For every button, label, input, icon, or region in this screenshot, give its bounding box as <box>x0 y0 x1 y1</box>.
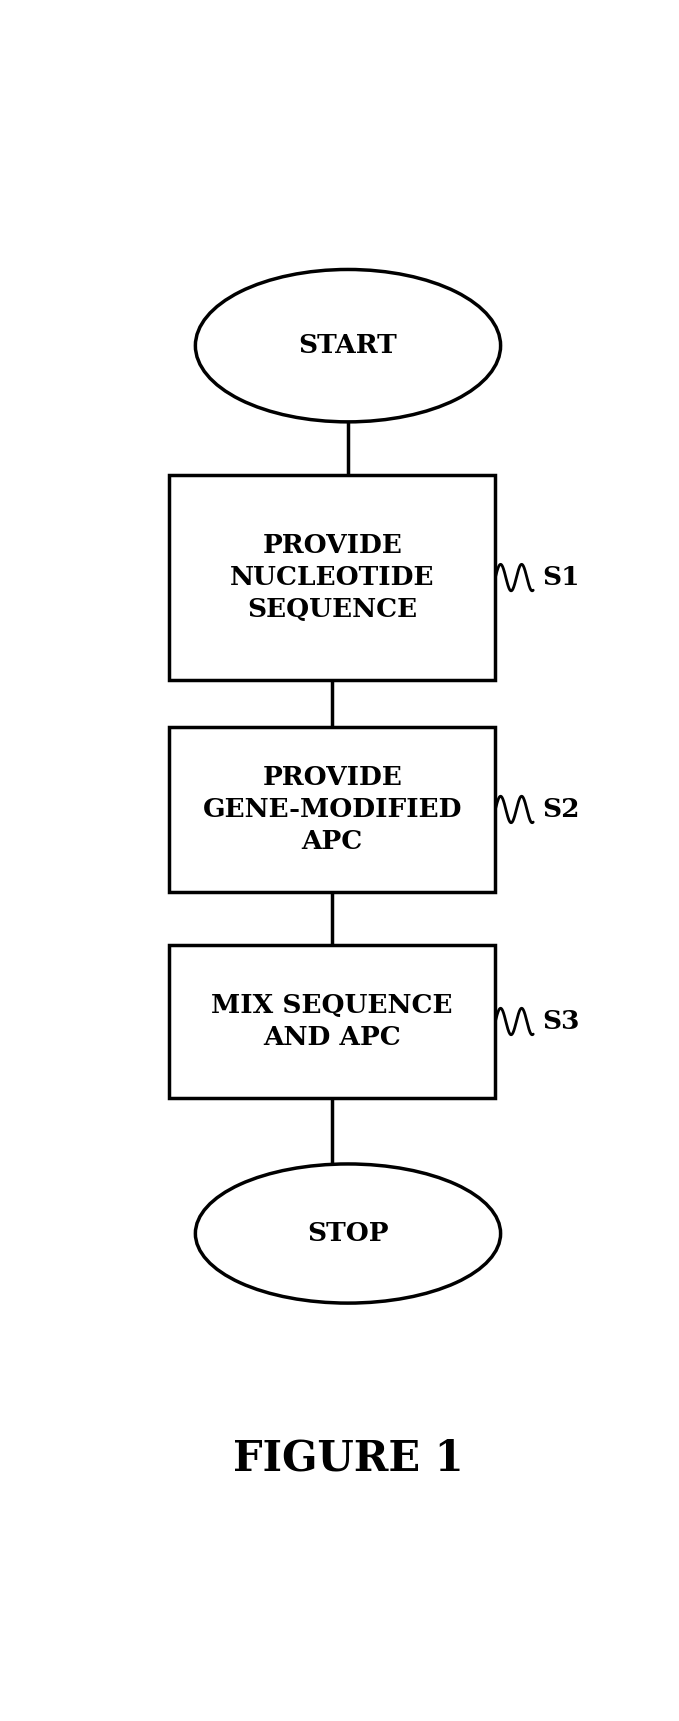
Text: MIX SEQUENCE
AND APC: MIX SEQUENCE AND APC <box>211 993 453 1050</box>
Text: S3: S3 <box>543 1009 580 1034</box>
Ellipse shape <box>196 270 500 422</box>
Text: START: START <box>299 334 397 358</box>
Text: PROVIDE
NUCLEOTIDE
SEQUENCE: PROVIDE NUCLEOTIDE SEQUENCE <box>230 534 435 621</box>
Text: FIGURE 1: FIGURE 1 <box>233 1437 463 1480</box>
Text: S2: S2 <box>543 797 580 823</box>
Bar <box>169 475 496 680</box>
Bar <box>169 726 496 891</box>
Ellipse shape <box>196 1163 500 1303</box>
Text: PROVIDE
GENE-MODIFIED
APC: PROVIDE GENE-MODIFIED APC <box>202 764 462 854</box>
Bar <box>169 945 496 1098</box>
Text: STOP: STOP <box>307 1220 389 1246</box>
Text: S1: S1 <box>543 564 580 590</box>
